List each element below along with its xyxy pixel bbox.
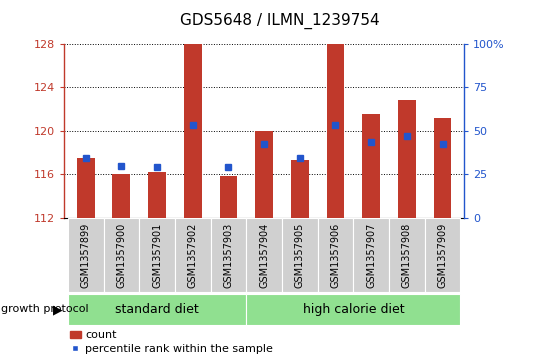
Text: GSM1357899: GSM1357899 (80, 223, 91, 287)
Bar (139, 218, 175, 292)
Text: GSM1357900: GSM1357900 (116, 223, 126, 287)
Bar (353, 218, 389, 292)
Text: GSM1357905: GSM1357905 (295, 222, 305, 288)
Text: GSM1357901: GSM1357901 (152, 223, 162, 287)
Text: ▶: ▶ (53, 303, 63, 316)
Bar (255, 131, 273, 218)
Bar (68, 294, 247, 325)
Bar (103, 218, 139, 292)
Bar (282, 218, 318, 292)
Bar (148, 172, 166, 218)
Bar (425, 218, 461, 292)
Bar (247, 294, 461, 325)
Text: GDS5648 / ILMN_1239754: GDS5648 / ILMN_1239754 (179, 13, 380, 29)
Text: GSM1357902: GSM1357902 (188, 222, 198, 288)
Bar (291, 160, 309, 218)
Text: GSM1357908: GSM1357908 (402, 223, 412, 287)
Bar (77, 158, 94, 218)
Text: growth protocol: growth protocol (1, 305, 89, 314)
Bar (184, 44, 202, 218)
Bar (362, 114, 380, 218)
Bar (220, 176, 238, 218)
Text: GSM1357904: GSM1357904 (259, 223, 269, 287)
Text: standard diet: standard diet (115, 303, 199, 316)
Bar (68, 218, 103, 292)
Legend: count, percentile rank within the sample: count, percentile rank within the sample (70, 330, 273, 354)
Bar (434, 118, 452, 218)
Bar (247, 218, 282, 292)
Text: GSM1357906: GSM1357906 (330, 223, 340, 287)
Bar (175, 218, 211, 292)
Bar (398, 100, 416, 218)
Bar (318, 218, 353, 292)
Bar (389, 218, 425, 292)
Text: GSM1357907: GSM1357907 (366, 222, 376, 288)
Text: high calorie diet: high calorie diet (302, 303, 404, 316)
Bar (211, 218, 247, 292)
Bar (112, 174, 130, 218)
Text: GSM1357909: GSM1357909 (438, 223, 448, 287)
Bar (326, 44, 344, 218)
Text: GSM1357903: GSM1357903 (224, 223, 234, 287)
